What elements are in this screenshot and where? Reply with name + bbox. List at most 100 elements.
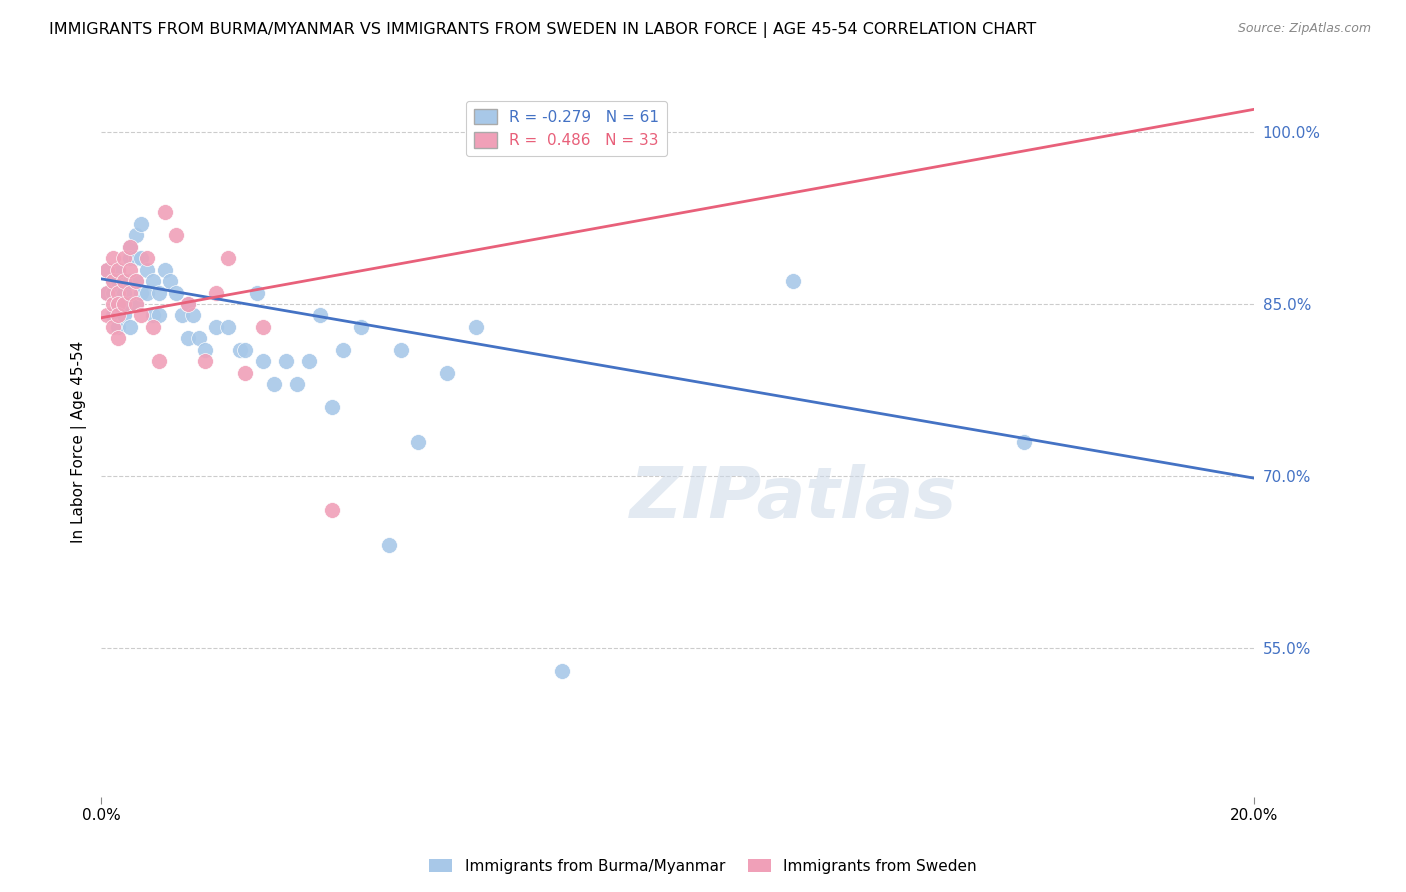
Point <box>131 285 153 300</box>
Point <box>205 285 228 300</box>
Point <box>148 309 170 323</box>
Point <box>188 331 211 345</box>
Point <box>217 251 239 265</box>
Point <box>118 320 141 334</box>
Point <box>107 331 129 345</box>
Point <box>101 297 124 311</box>
Point <box>165 228 187 243</box>
Point <box>153 262 176 277</box>
Point <box>125 297 148 311</box>
Text: Source: ZipAtlas.com: Source: ZipAtlas.com <box>1237 22 1371 36</box>
Point <box>131 309 153 323</box>
Point <box>252 354 274 368</box>
Point <box>153 205 176 219</box>
Point <box>406 434 429 449</box>
Point <box>107 320 129 334</box>
Point <box>118 251 141 265</box>
Point <box>125 274 148 288</box>
Point <box>107 262 129 277</box>
Point <box>125 297 148 311</box>
Point <box>112 274 135 288</box>
Point <box>107 297 129 311</box>
Point <box>252 320 274 334</box>
Point <box>194 343 217 357</box>
Point <box>96 262 118 277</box>
Point <box>263 377 285 392</box>
Point <box>112 297 135 311</box>
Point <box>101 309 124 323</box>
Point <box>176 297 198 311</box>
Point <box>101 251 124 265</box>
Point <box>170 309 193 323</box>
Point <box>101 274 124 288</box>
Point <box>112 274 135 288</box>
Point <box>321 400 343 414</box>
Point <box>125 251 148 265</box>
Point <box>389 343 412 357</box>
Point <box>125 228 148 243</box>
Point <box>107 297 129 311</box>
Point <box>176 297 198 311</box>
Point <box>96 285 118 300</box>
Point <box>349 320 371 334</box>
Point <box>436 366 458 380</box>
Point <box>782 274 804 288</box>
Text: IMMIGRANTS FROM BURMA/MYANMAR VS IMMIGRANTS FROM SWEDEN IN LABOR FORCE | AGE 45-: IMMIGRANTS FROM BURMA/MYANMAR VS IMMIGRA… <box>49 22 1036 38</box>
Point <box>159 274 181 288</box>
Legend: Immigrants from Burma/Myanmar, Immigrants from Sweden: Immigrants from Burma/Myanmar, Immigrant… <box>423 853 983 880</box>
Point <box>148 354 170 368</box>
Point <box>233 343 256 357</box>
Point <box>148 285 170 300</box>
Point <box>228 343 250 357</box>
Point <box>101 285 124 300</box>
Text: ZIPatlas: ZIPatlas <box>630 464 956 533</box>
Point <box>112 309 135 323</box>
Point <box>112 285 135 300</box>
Point <box>309 309 332 323</box>
Point <box>96 262 118 277</box>
Point <box>142 274 165 288</box>
Point <box>118 297 141 311</box>
Point <box>136 285 159 300</box>
Point <box>136 251 159 265</box>
Point <box>217 320 239 334</box>
Point <box>131 251 153 265</box>
Point <box>285 377 308 392</box>
Point <box>125 274 148 288</box>
Point <box>107 285 129 300</box>
Point <box>107 262 129 277</box>
Legend: R = -0.279   N = 61, R =  0.486   N = 33: R = -0.279 N = 61, R = 0.486 N = 33 <box>467 101 666 156</box>
Point <box>118 240 141 254</box>
Point <box>194 354 217 368</box>
Point <box>274 354 297 368</box>
Point <box>118 240 141 254</box>
Point <box>183 309 205 323</box>
Point <box>131 217 153 231</box>
Point <box>118 285 141 300</box>
Point <box>321 503 343 517</box>
Point <box>136 262 159 277</box>
Point <box>298 354 321 368</box>
Point <box>96 285 118 300</box>
Point <box>142 320 165 334</box>
Point <box>101 320 124 334</box>
Point <box>378 538 401 552</box>
Point <box>246 285 269 300</box>
Point <box>142 309 165 323</box>
Point <box>118 274 141 288</box>
Point <box>101 274 124 288</box>
Point <box>107 309 129 323</box>
Point <box>165 285 187 300</box>
Y-axis label: In Labor Force | Age 45-54: In Labor Force | Age 45-54 <box>72 341 87 542</box>
Point <box>96 309 118 323</box>
Point <box>112 251 135 265</box>
Point <box>233 366 256 380</box>
Point <box>118 262 141 277</box>
Point <box>176 331 198 345</box>
Point <box>465 320 488 334</box>
Point <box>107 274 129 288</box>
Point <box>332 343 354 357</box>
Point <box>551 664 574 678</box>
Point <box>1012 434 1035 449</box>
Point <box>205 320 228 334</box>
